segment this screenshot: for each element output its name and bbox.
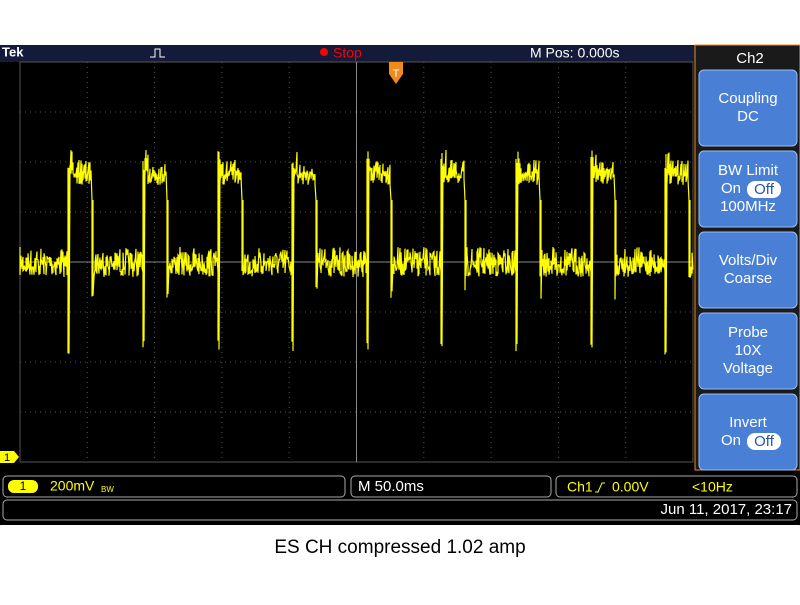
menu-value: 10X (735, 342, 762, 359)
caption: ES CH compressed 1.02 amp (274, 537, 525, 558)
waveform (19, 150, 694, 355)
menu-label: Invert (729, 414, 767, 431)
timebase-box (350, 475, 552, 498)
slope-icon (595, 482, 605, 493)
trigger-source: Ch1 (567, 479, 593, 495)
channel-badge (8, 480, 38, 493)
brand: Tek (2, 44, 24, 59)
channel-box (2, 475, 346, 498)
trigger-marker: T (393, 68, 400, 80)
trigger-level: 0.00V (612, 479, 649, 495)
menu-off: Off (754, 181, 775, 198)
stop-dot (320, 48, 328, 56)
trigger-box (555, 475, 798, 498)
scale: 200mV (50, 478, 95, 494)
datetime: Jun 11, 2017, 23:17 (661, 501, 793, 518)
menu-off: Off (754, 433, 775, 450)
menu-on: On (721, 180, 741, 197)
date-box (2, 499, 798, 521)
timebase: M 50.0ms (358, 478, 424, 495)
menu-button[interactable] (698, 69, 798, 147)
menu-button[interactable] (698, 231, 798, 309)
ground-marker-bg (0, 451, 19, 463)
menu-value: 100MHz (720, 198, 776, 215)
bw-flag: BW (101, 485, 114, 494)
channel: 1 (20, 479, 27, 493)
menu-button[interactable] (698, 393, 798, 471)
menu-label: Coupling (718, 90, 777, 107)
menu-title: Ch2 (736, 50, 764, 67)
menu-extra: Voltage (723, 360, 773, 377)
acq-icon (150, 48, 165, 58)
menu-label: Volts/Div (719, 252, 778, 269)
ground-marker: 1 (4, 452, 10, 464)
frequency: <10Hz (692, 479, 733, 495)
menu-label: BW Limit (718, 162, 779, 179)
menu-off-bg (747, 181, 781, 198)
menu-on: On (721, 432, 741, 449)
menu-button[interactable] (698, 312, 798, 390)
menu-label: Probe (728, 324, 768, 341)
m-pos: M Pos: 0.000s (530, 45, 620, 61)
menu-off-bg (747, 433, 781, 450)
run-status: Stop (333, 45, 362, 61)
trigger-pos (389, 62, 403, 84)
top-bar (0, 45, 695, 62)
menu-value: Coarse (724, 270, 772, 287)
menu-value: DC (737, 108, 759, 125)
